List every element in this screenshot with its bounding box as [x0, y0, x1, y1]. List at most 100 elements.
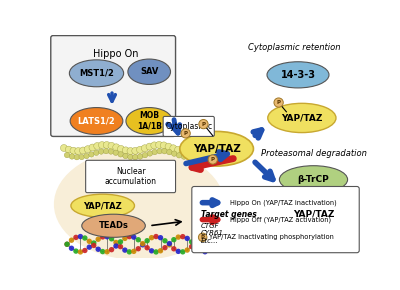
- Circle shape: [122, 147, 129, 154]
- Circle shape: [60, 144, 68, 151]
- Circle shape: [162, 245, 168, 250]
- Ellipse shape: [279, 200, 348, 228]
- Circle shape: [140, 242, 146, 247]
- Circle shape: [274, 98, 283, 107]
- Circle shape: [167, 241, 172, 246]
- Circle shape: [193, 243, 199, 249]
- Circle shape: [103, 142, 110, 148]
- Circle shape: [118, 152, 123, 157]
- Text: MST1/2: MST1/2: [79, 69, 114, 78]
- Circle shape: [82, 235, 88, 241]
- Circle shape: [230, 152, 235, 157]
- Circle shape: [227, 146, 234, 153]
- Circle shape: [184, 148, 191, 155]
- Text: Proteasomal degradation: Proteasomal degradation: [260, 149, 366, 158]
- Circle shape: [171, 237, 176, 242]
- Circle shape: [199, 119, 208, 129]
- Ellipse shape: [69, 60, 124, 87]
- Circle shape: [189, 244, 194, 249]
- Circle shape: [144, 245, 150, 251]
- Circle shape: [82, 248, 88, 253]
- Circle shape: [181, 154, 187, 159]
- Circle shape: [74, 155, 80, 160]
- Circle shape: [198, 144, 205, 151]
- Circle shape: [236, 148, 243, 155]
- Circle shape: [171, 246, 176, 251]
- Circle shape: [170, 145, 177, 152]
- Circle shape: [189, 239, 194, 244]
- FancyBboxPatch shape: [192, 186, 359, 253]
- Circle shape: [78, 249, 83, 255]
- Circle shape: [100, 249, 105, 254]
- Circle shape: [152, 149, 158, 155]
- Circle shape: [84, 153, 89, 159]
- Text: YAP/TAZ: YAP/TAZ: [293, 210, 334, 219]
- Ellipse shape: [82, 214, 145, 237]
- Circle shape: [136, 146, 144, 153]
- Text: CYR61: CYR61: [201, 230, 224, 236]
- Circle shape: [65, 146, 72, 153]
- Circle shape: [91, 243, 96, 248]
- Circle shape: [147, 151, 152, 156]
- Circle shape: [73, 249, 79, 254]
- Text: Cytoplasmic: Cytoplasmic: [165, 122, 212, 131]
- Text: Cytoplasmic retention: Cytoplasmic retention: [248, 43, 340, 52]
- FancyBboxPatch shape: [51, 36, 176, 136]
- Circle shape: [96, 246, 101, 252]
- Circle shape: [222, 144, 229, 151]
- Circle shape: [153, 234, 159, 239]
- Circle shape: [127, 234, 132, 239]
- Circle shape: [167, 149, 172, 155]
- Circle shape: [78, 234, 83, 239]
- Text: 14-3-3: 14-3-3: [280, 70, 316, 80]
- Circle shape: [118, 146, 124, 153]
- Text: Hippo Off (YAP/TAZ activation): Hippo Off (YAP/TAZ activation): [230, 216, 331, 223]
- Circle shape: [208, 155, 218, 164]
- Circle shape: [213, 142, 220, 148]
- Circle shape: [136, 246, 141, 251]
- Circle shape: [220, 149, 226, 154]
- Circle shape: [100, 234, 105, 240]
- Circle shape: [156, 142, 162, 148]
- Circle shape: [69, 238, 74, 243]
- Circle shape: [118, 244, 123, 249]
- Circle shape: [142, 153, 148, 158]
- Circle shape: [132, 155, 138, 160]
- Ellipse shape: [128, 59, 170, 84]
- Text: YAP/TAZ: YAP/TAZ: [281, 113, 322, 122]
- Circle shape: [73, 235, 79, 240]
- Circle shape: [127, 148, 134, 155]
- Text: Hippo On (YAP/TAZ inactivation): Hippo On (YAP/TAZ inactivation): [230, 200, 336, 206]
- Circle shape: [194, 146, 200, 152]
- Circle shape: [202, 234, 208, 240]
- Circle shape: [113, 240, 119, 245]
- Circle shape: [158, 235, 163, 240]
- Circle shape: [196, 153, 201, 158]
- Circle shape: [191, 154, 196, 160]
- Ellipse shape: [267, 62, 329, 88]
- Text: P: P: [202, 122, 206, 127]
- Circle shape: [198, 236, 203, 242]
- Circle shape: [103, 148, 109, 154]
- Circle shape: [113, 144, 120, 151]
- Circle shape: [94, 150, 99, 155]
- Circle shape: [136, 237, 141, 242]
- Circle shape: [157, 148, 162, 154]
- Ellipse shape: [279, 166, 348, 193]
- Circle shape: [96, 237, 101, 242]
- Circle shape: [176, 153, 182, 158]
- Circle shape: [138, 154, 143, 159]
- Circle shape: [174, 146, 182, 153]
- Circle shape: [104, 234, 110, 240]
- Circle shape: [162, 148, 167, 154]
- Ellipse shape: [54, 148, 224, 260]
- Circle shape: [181, 129, 190, 138]
- Circle shape: [176, 234, 181, 240]
- Circle shape: [127, 249, 132, 255]
- Circle shape: [64, 242, 70, 247]
- Circle shape: [131, 249, 136, 254]
- Circle shape: [162, 238, 168, 244]
- Circle shape: [132, 147, 139, 154]
- Circle shape: [158, 248, 163, 253]
- Circle shape: [184, 247, 190, 253]
